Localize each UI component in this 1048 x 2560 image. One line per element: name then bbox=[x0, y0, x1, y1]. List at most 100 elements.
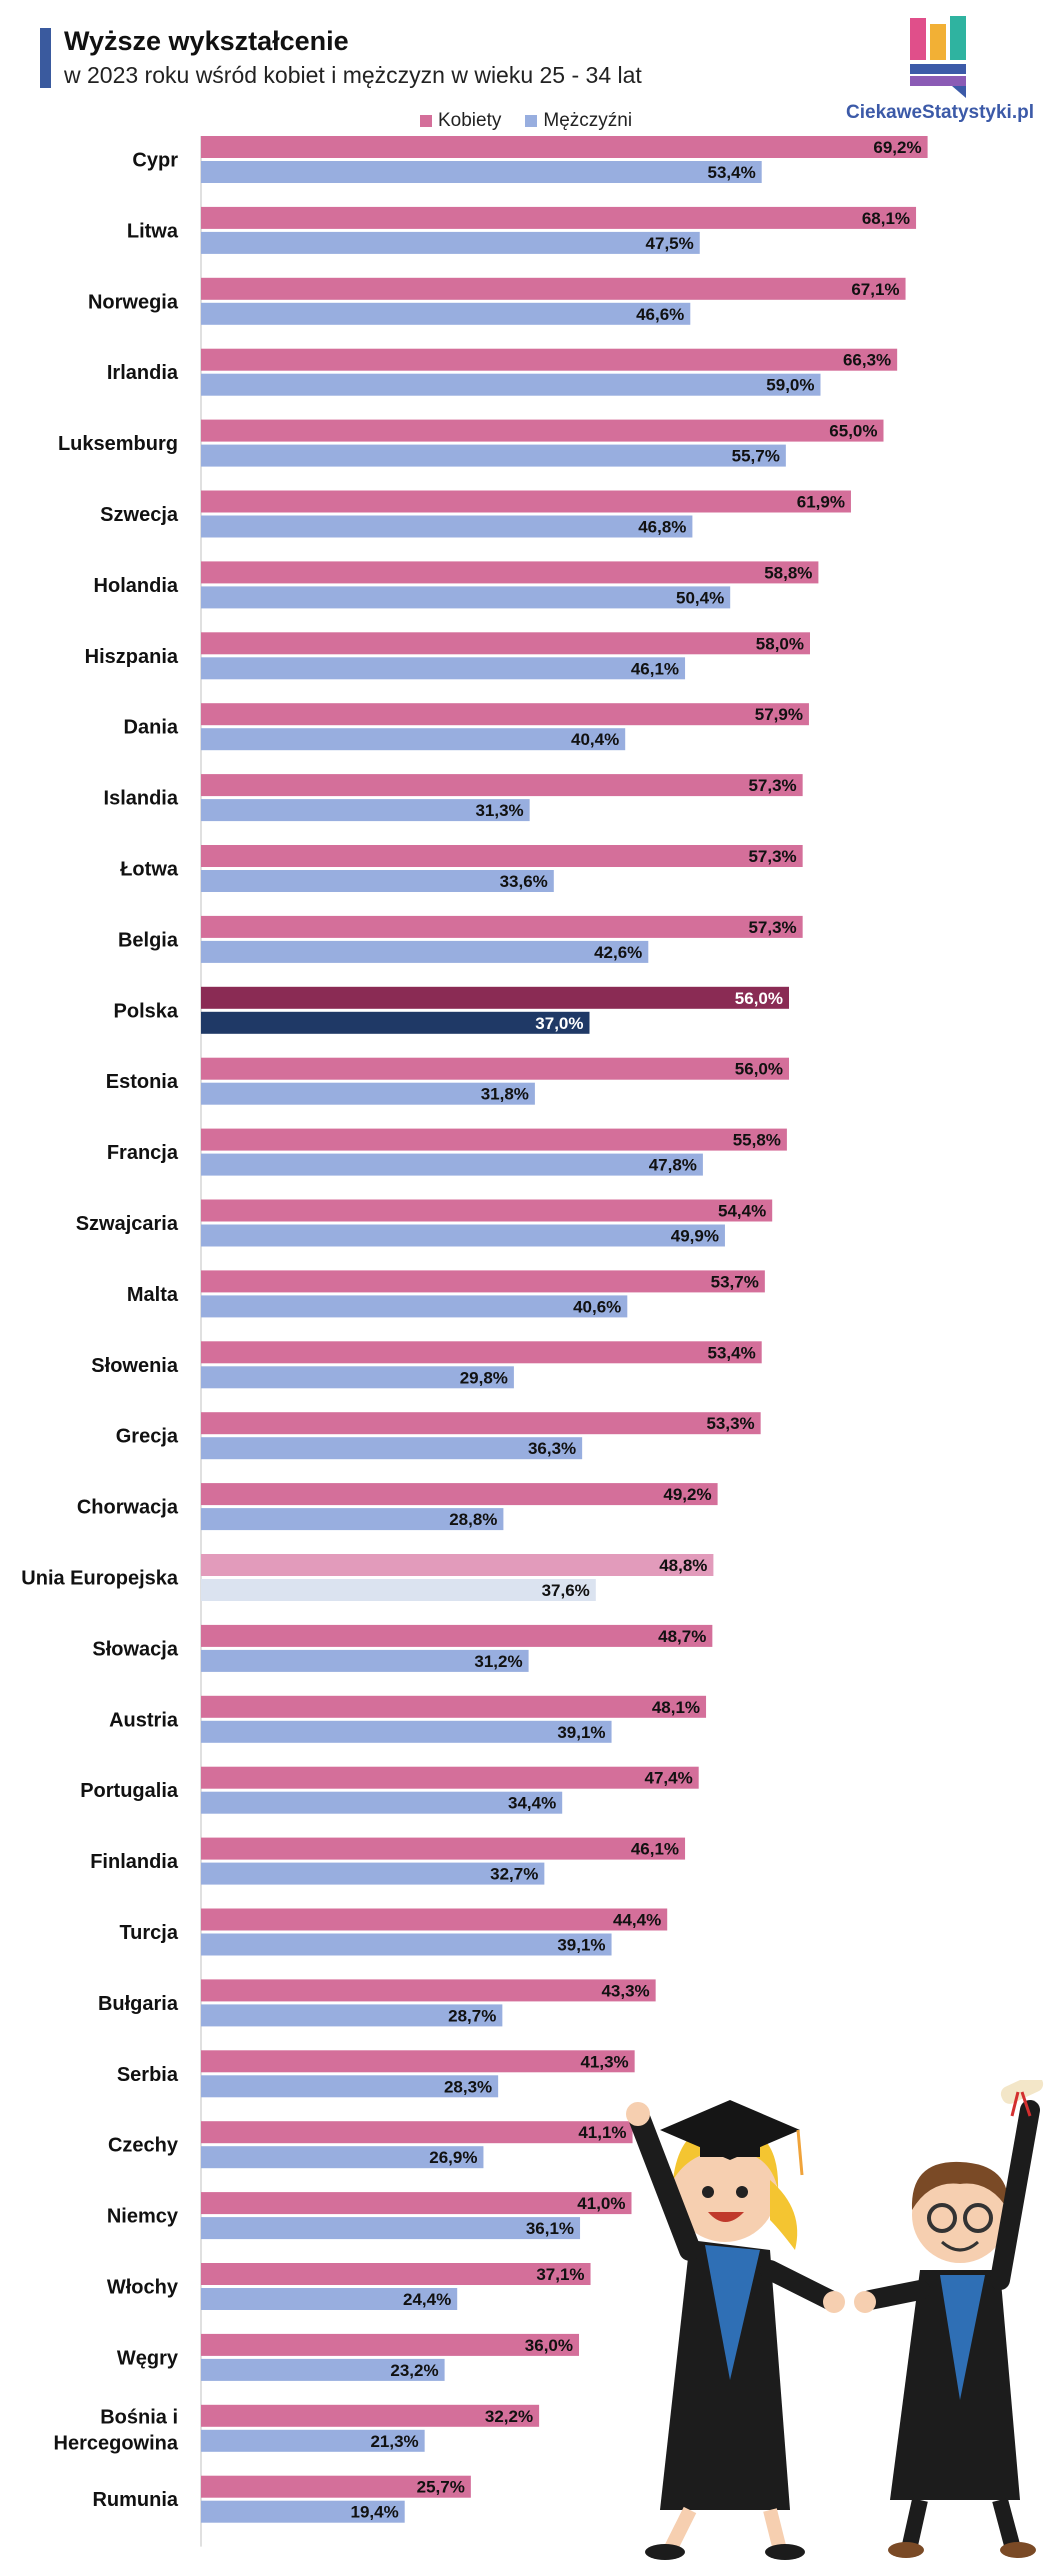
value-label-women-rumunia: 25,7% bbox=[417, 2478, 465, 2497]
bar-women-bulgaria bbox=[201, 1979, 656, 2002]
value-label-men-wlochy: 24,4% bbox=[403, 2290, 451, 2309]
category-label-estonia: Estonia bbox=[106, 1071, 179, 1093]
value-label-women-bulgaria: 43,3% bbox=[601, 1981, 649, 2000]
bar-men-hiszpania bbox=[201, 657, 686, 680]
bar-women-chorwacja bbox=[201, 1483, 718, 1506]
bar-women-czechy bbox=[201, 2121, 633, 2144]
bar-women-rumunia bbox=[201, 2475, 471, 2498]
value-label-men-grecja: 36,3% bbox=[528, 1439, 576, 1458]
bar-men-szwecja bbox=[201, 515, 693, 538]
bar-men-bosnia-i-hercegowina bbox=[201, 2429, 425, 2452]
value-label-men-wegry: 23,2% bbox=[390, 2361, 438, 2380]
category-label-francja: Francja bbox=[107, 1142, 179, 1164]
value-label-men-belgia: 42,6% bbox=[594, 943, 642, 962]
value-label-men-bulgaria: 28,7% bbox=[448, 2006, 496, 2025]
value-label-women-belgia: 57,3% bbox=[748, 918, 796, 937]
value-label-men-estonia: 31,8% bbox=[481, 1085, 529, 1104]
category-label-slowenia: Słowenia bbox=[91, 1355, 179, 1377]
legend-item-women: Kobiety bbox=[420, 110, 501, 132]
value-label-men-chorwacja: 28,8% bbox=[449, 1510, 497, 1529]
bar-men-litwa bbox=[201, 231, 700, 254]
bar-women-wlochy bbox=[201, 2263, 591, 2285]
category-label-polska: Polska bbox=[114, 1000, 179, 1022]
value-label-men-malta: 40,6% bbox=[573, 1297, 621, 1316]
title-accent-bar bbox=[40, 28, 51, 88]
bar-men-bulgaria bbox=[201, 2004, 503, 2027]
value-label-women-estonia: 56,0% bbox=[735, 1060, 783, 1079]
category-label-cypr: Cypr bbox=[132, 150, 178, 172]
value-label-men-islandia: 31,3% bbox=[475, 801, 523, 820]
value-label-women-czechy: 41,1% bbox=[578, 2123, 626, 2142]
bar-men-lotwa bbox=[201, 870, 554, 892]
value-label-women-polska: 56,0% bbox=[735, 989, 783, 1008]
bar-men-niemcy bbox=[201, 2217, 581, 2240]
value-label-men-unia-europejska: 37,6% bbox=[542, 1581, 590, 1600]
bar-women-lotwa bbox=[201, 845, 803, 867]
value-label-men-bosnia-i-hercegowina: 21,3% bbox=[370, 2432, 418, 2451]
logo-bars-icon bbox=[910, 16, 966, 98]
value-label-men-szwecja: 46,8% bbox=[638, 518, 686, 537]
category-label-turcja: Turcja bbox=[119, 1922, 178, 1944]
bar-men-rumunia bbox=[201, 2500, 405, 2523]
bar-women-slowenia bbox=[201, 1341, 762, 1364]
bar-women-turcja bbox=[201, 1908, 668, 1931]
value-label-women-szwecja: 61,9% bbox=[797, 493, 845, 512]
value-label-women-szwajcaria: 54,4% bbox=[718, 1202, 766, 1221]
value-label-women-hiszpania: 58,0% bbox=[756, 634, 804, 653]
value-label-men-polska: 37,0% bbox=[535, 1014, 583, 1033]
category-label-luksemburg: Luksemburg bbox=[58, 433, 178, 455]
legend: Kobiety Mężczyźni bbox=[420, 110, 632, 132]
category-label-lotwa: Łotwa bbox=[120, 859, 179, 881]
bar-women-estonia bbox=[201, 1057, 789, 1080]
logo-text: CiekaweStatystyki.pl bbox=[846, 102, 1034, 123]
category-label-dania: Dania bbox=[124, 717, 179, 739]
value-label-women-niemcy: 41,0% bbox=[577, 2194, 625, 2213]
bar-men-belgia bbox=[201, 940, 649, 963]
bar-women-cypr bbox=[201, 136, 928, 158]
bar-women-dania bbox=[201, 703, 809, 726]
category-label-czechy: Czechy bbox=[108, 2135, 179, 2157]
category-label-austria: Austria bbox=[109, 1709, 179, 1731]
bar-men-slowacja bbox=[201, 1649, 529, 1672]
chart-subtitle: w 2023 roku wśród kobiet i mężczyzn w wi… bbox=[64, 62, 642, 88]
bar-men-unia-europejska bbox=[201, 1579, 596, 1601]
value-label-men-szwajcaria: 49,9% bbox=[671, 1227, 719, 1246]
bar-women-irlandia bbox=[201, 348, 898, 371]
value-label-women-chorwacja: 49,2% bbox=[663, 1485, 711, 1504]
value-label-men-serbia: 28,3% bbox=[444, 2077, 492, 2096]
category-label-wlochy: Włochy bbox=[107, 2277, 179, 2299]
bar-women-szwecja bbox=[201, 490, 851, 513]
bar-men-wegry bbox=[201, 2358, 445, 2381]
bar-men-slowenia bbox=[201, 1366, 514, 1389]
category-label-norwegia: Norwegia bbox=[88, 291, 179, 313]
bar-women-belgia bbox=[201, 915, 803, 938]
value-label-women-grecja: 53,3% bbox=[706, 1414, 754, 1433]
bar-women-austria bbox=[201, 1695, 707, 1718]
bar-men-grecja bbox=[201, 1437, 583, 1460]
bar-women-litwa bbox=[201, 206, 917, 229]
bar-women-luksemburg bbox=[201, 419, 884, 442]
girl-graduate-figure bbox=[626, 2100, 845, 2560]
bar-men-islandia bbox=[201, 799, 530, 822]
bar-women-finlandia bbox=[201, 1837, 686, 1860]
site-logo: CiekaweStatystyki.pl bbox=[840, 14, 1040, 134]
category-label-portugalia: Portugalia bbox=[80, 1780, 179, 1802]
value-label-men-slowenia: 29,8% bbox=[460, 1368, 508, 1387]
bar-women-niemcy bbox=[201, 2192, 632, 2215]
bar-women-slowacja bbox=[201, 1624, 713, 1647]
bar-women-malta bbox=[201, 1270, 765, 1293]
bar-men-cypr bbox=[201, 161, 762, 183]
category-label-chorwacja: Chorwacja bbox=[77, 1497, 179, 1519]
bar-women-wegry bbox=[201, 2333, 579, 2356]
category-label-niemcy: Niemcy bbox=[107, 2206, 179, 2228]
value-label-women-unia-europejska: 48,8% bbox=[659, 1556, 707, 1575]
bar-men-irlandia bbox=[201, 373, 821, 396]
value-label-men-luksemburg: 55,7% bbox=[732, 447, 780, 466]
value-label-men-portugalia: 34,4% bbox=[508, 1794, 556, 1813]
category-label-litwa: Litwa bbox=[127, 220, 179, 242]
graduates-illustration bbox=[626, 2080, 1044, 2560]
bar-men-polska bbox=[201, 1011, 590, 1034]
value-label-women-irlandia: 66,3% bbox=[843, 351, 891, 370]
value-label-men-holandia: 50,4% bbox=[676, 588, 724, 607]
